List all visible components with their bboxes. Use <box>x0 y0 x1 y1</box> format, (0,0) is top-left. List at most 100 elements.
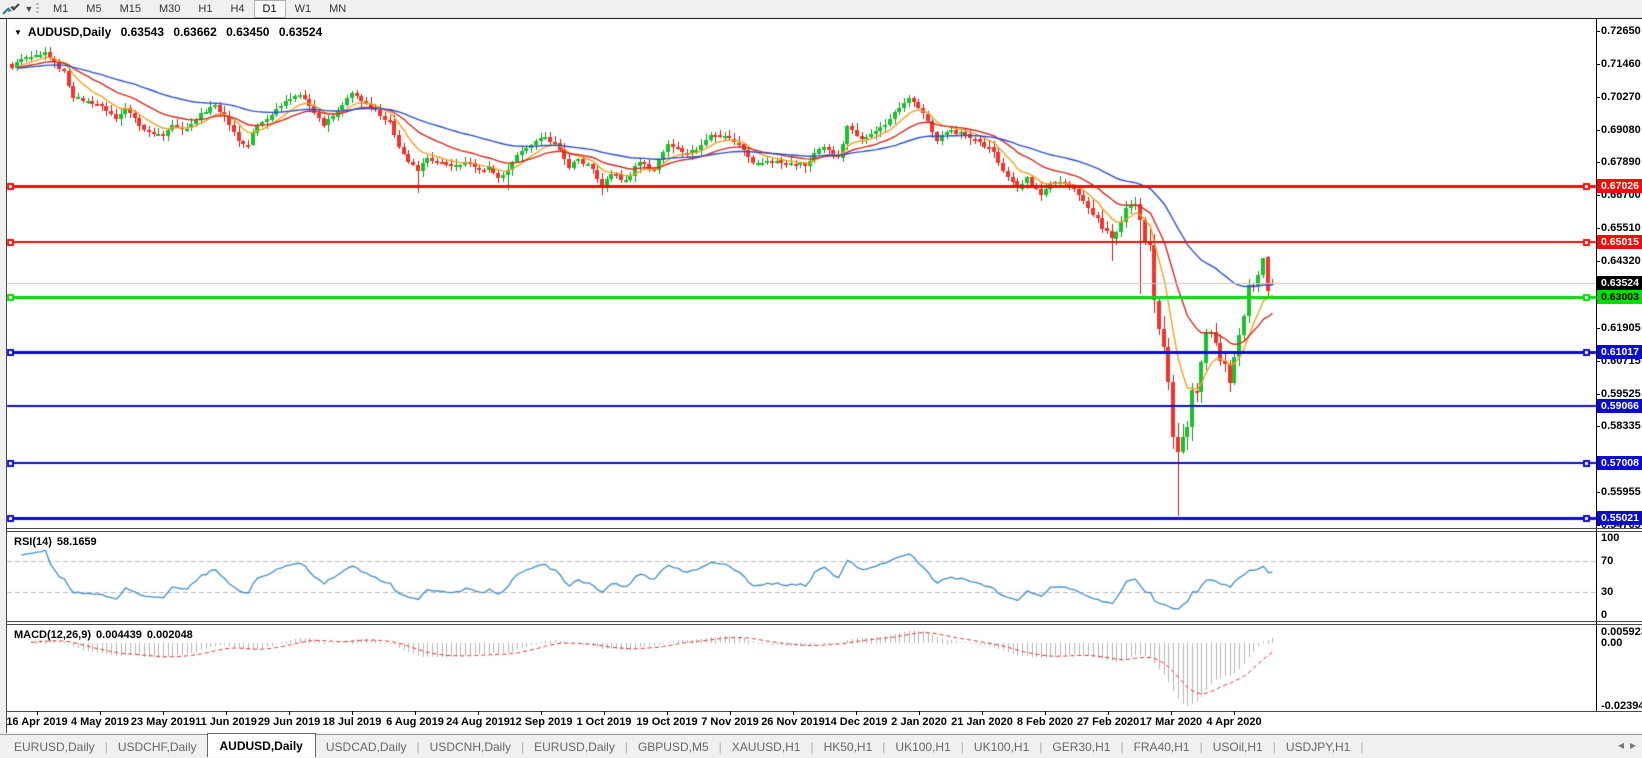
date-tick-mark <box>982 711 983 715</box>
date-tick-mark <box>541 711 542 715</box>
price-tick-mark <box>1596 525 1600 527</box>
date-tick-mark <box>478 711 479 715</box>
bid-price-label: 0.63524 <box>1597 276 1642 291</box>
date-tick-mark <box>1045 711 1046 715</box>
price-tick-label: 0.64320 <box>1601 255 1641 268</box>
chart-tab-uk100-h1-9[interactable]: UK100,H1 <box>895 739 951 754</box>
date-label: 2 Jan 2020 <box>891 716 947 728</box>
tab-separator: | <box>882 739 886 754</box>
chart-tab-eurusd-daily-0[interactable]: EURUSD,Daily <box>14 739 95 754</box>
date-tick-mark <box>100 711 101 715</box>
chart-tab-gbpusd-m5-6[interactable]: GBPUSD,M5 <box>637 739 709 754</box>
price-tick-mark <box>1596 393 1600 395</box>
panel-separator[interactable] <box>6 531 1642 532</box>
tab-separator: | <box>624 739 628 754</box>
level-price-label: 0.55021 <box>1597 511 1642 525</box>
timeframe-buttons: M1 M5 M15 M30 H1 H4 D1 W1 MN <box>44 0 355 18</box>
timeframe-button-d1[interactable]: D1 <box>253 0 286 18</box>
price-tick-mark <box>1596 129 1600 131</box>
chart-tab-uk100-h1-10[interactable]: UK100,H1 <box>973 739 1030 754</box>
rsi-value: 58.1659 <box>56 536 97 548</box>
date-label: 24 Aug 2019 <box>446 716 510 728</box>
chart-tab-eurusd-daily-5[interactable]: EURUSD,Daily <box>534 739 615 754</box>
chart-bottom-border <box>6 711 1642 712</box>
tab-scroll-right-icon[interactable]: ▸ <box>1629 738 1636 752</box>
timeframe-button-h4[interactable]: H4 <box>230 3 245 15</box>
level-price-label: 0.57008 <box>1597 456 1642 471</box>
rsi-label: RSI(14) 58.1659 <box>14 536 97 548</box>
price-tick-mark <box>1596 327 1600 329</box>
price-tick-mark <box>1596 162 1600 164</box>
chart-tab-usoil-h1-13[interactable]: USOil,H1 <box>1212 739 1263 754</box>
timeframe-button-h1[interactable]: H1 <box>198 3 213 15</box>
date-label: 4 May 2019 <box>70 716 130 728</box>
chart-tab-ger30-h1-11[interactable]: GER30,H1 <box>1052 739 1111 754</box>
timeframe-button-m15[interactable]: M15 <box>119 3 141 15</box>
date-label: 19 Oct 2019 <box>636 716 698 728</box>
price-tick-label: 0.71460 <box>1601 57 1641 70</box>
date-label: 17 Mar 2020 <box>1139 716 1203 728</box>
ohlc-open: 0.63543 <box>120 25 165 39</box>
chevron-down-icon[interactable]: ▼ <box>24 4 34 14</box>
chart-tab-usdcad-daily-3[interactable]: USDCAD,Daily <box>325 739 407 754</box>
rsi-axis-label: 70 <box>1601 555 1614 568</box>
price-tick-mark <box>1596 360 1600 362</box>
level-price-label: 0.67026 <box>1597 179 1642 194</box>
tab-separator: | <box>810 739 814 754</box>
date-label: 6 Aug 2019 <box>386 716 444 728</box>
date-label: 8 Feb 2020 <box>1016 716 1074 728</box>
tab-separator: | <box>718 739 722 754</box>
ohlc-high: 0.63662 <box>173 25 217 39</box>
tab-separator: | <box>1039 739 1043 754</box>
price-axis-line <box>1596 19 1597 711</box>
rsi-axis-label: 0 <box>1601 609 1608 621</box>
timeframe-button-w1[interactable]: W1 <box>294 3 312 15</box>
chart-tab-hk50-h1-8[interactable]: HK50,H1 <box>823 739 873 754</box>
panel-separator[interactable] <box>6 528 1642 529</box>
date-label: 23 May 2019 <box>130 716 196 728</box>
date-label: 1 Oct 2019 <box>576 716 632 728</box>
toolbar-grip-handle[interactable] <box>36 3 39 15</box>
date-label: 7 Nov 2019 <box>701 716 759 728</box>
macd-axis-label: 0.005923 <box>1601 626 1642 638</box>
price-tick-mark <box>1596 426 1600 428</box>
date-tick-mark <box>919 711 920 715</box>
chart-tab-fra40-h1-12[interactable]: FRA40,H1 <box>1133 739 1190 754</box>
date-tick-mark <box>604 711 605 715</box>
chevron-down-icon[interactable]: ▼ <box>14 28 22 37</box>
chart-tab-usdjpy-h1-14[interactable]: USDJPY,H1 <box>1285 739 1351 754</box>
date-tick-mark <box>226 711 227 715</box>
macd-value: 0.004439 <box>96 629 142 641</box>
date-tick-mark <box>1171 711 1172 715</box>
level-price-label: 0.65015 <box>1597 234 1642 249</box>
timeframe-button-mn[interactable]: MN <box>329 3 347 15</box>
price-tick-label: 0.61905 <box>1601 321 1641 334</box>
panel-separator[interactable] <box>6 621 1642 622</box>
date-tick-mark <box>415 711 416 715</box>
chart-tab-audusd-daily-2[interactable]: AUDUSD,Daily <box>206 733 316 757</box>
tab-separator: | <box>1120 739 1124 754</box>
panel-separator[interactable] <box>6 624 1642 625</box>
level-price-label: 0.63003 <box>1597 290 1642 305</box>
timeframe-button-m1[interactable]: M1 <box>53 3 69 15</box>
timeframe-button-m30[interactable]: M30 <box>158 3 181 15</box>
rsi-axis-label: 30 <box>1601 585 1614 598</box>
date-tick-mark <box>730 711 731 715</box>
chart-tab-usdchf-daily-1[interactable]: USDCHF,Daily <box>117 739 197 754</box>
date-label: 18 Jul 2019 <box>322 716 382 728</box>
date-tick-mark <box>793 711 794 715</box>
macd-axis-label: -0.023944 <box>1601 700 1642 712</box>
chart-tab-usdcnh-daily-4[interactable]: USDCNH,Daily <box>429 739 512 754</box>
price-tick-label: 0.70270 <box>1601 90 1641 103</box>
date-tick-mark <box>289 711 290 715</box>
date-label: 26 Nov 2019 <box>761 716 825 728</box>
price-tick-label: 0.67890 <box>1601 156 1641 169</box>
timeframe-button-m5[interactable]: M5 <box>86 3 102 15</box>
tab-scroll-left-icon[interactable]: ◂ <box>1617 738 1624 752</box>
date-tick-mark <box>667 711 668 715</box>
tab-separator: | <box>416 739 420 754</box>
chart-tools-icon[interactable] <box>1 2 21 16</box>
tab-separator: | <box>521 739 525 754</box>
chart-tab-xauusd-h1-7[interactable]: XAUUSD,H1 <box>731 739 801 754</box>
